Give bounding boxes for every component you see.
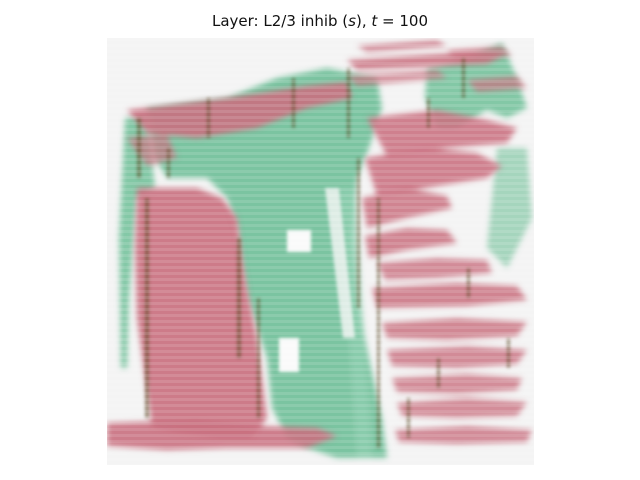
title-prefix: Layer: L2/3 inhib ( — [212, 12, 349, 30]
title-time-symbol: t — [371, 12, 378, 30]
title-mid: ), — [355, 12, 372, 30]
streak-texture — [107, 38, 534, 465]
activity-image-canvas — [107, 38, 534, 465]
title-time-value: = 100 — [377, 12, 428, 30]
title-variable: s — [348, 12, 356, 30]
activity-image — [107, 38, 534, 465]
figure-title: Layer: L2/3 inhib (s), t = 100 — [0, 12, 640, 30]
